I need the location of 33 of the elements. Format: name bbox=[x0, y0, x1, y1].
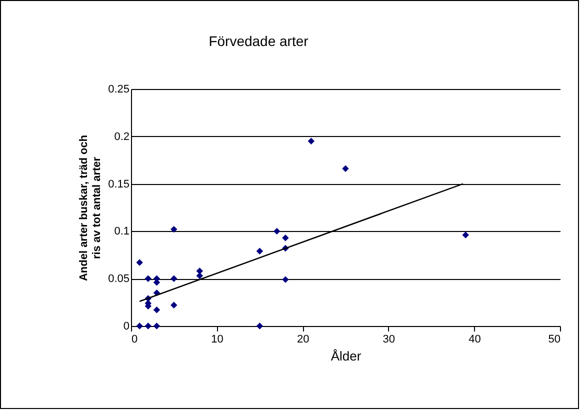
point bbox=[308, 138, 315, 144]
y-tick-label: 0.05 bbox=[108, 273, 130, 286]
y-tick-label: 0.15 bbox=[108, 178, 130, 190]
x-tick-label: 20 bbox=[296, 334, 310, 346]
point bbox=[196, 272, 203, 280]
point bbox=[462, 232, 469, 238]
point bbox=[282, 276, 289, 283]
point bbox=[342, 165, 349, 172]
chart-title: Förvedade arter bbox=[208, 33, 309, 49]
x-axis-title: Ålder bbox=[330, 348, 362, 364]
point bbox=[274, 228, 280, 235]
point bbox=[153, 306, 160, 314]
x-tick-label: 10 bbox=[211, 334, 224, 346]
point bbox=[256, 322, 264, 330]
y-tick-label: 0 bbox=[123, 320, 130, 332]
point bbox=[144, 275, 152, 282]
point bbox=[170, 275, 178, 282]
x-tick-label: 0 bbox=[132, 334, 138, 346]
y-tick-label: 0.1 bbox=[114, 226, 130, 238]
y-tick-label: 0.2 bbox=[114, 130, 130, 143]
point bbox=[170, 302, 178, 308]
point bbox=[170, 226, 178, 233]
point bbox=[256, 248, 264, 254]
y-axis-title: Andel arter buskar, träd och ris av tot antal arter bbox=[78, 134, 104, 282]
point bbox=[136, 259, 143, 266]
point bbox=[144, 322, 152, 330]
point bbox=[153, 322, 160, 330]
point bbox=[136, 322, 143, 330]
y-tick-label: 0.25 bbox=[108, 84, 130, 96]
x-tick-label: 40 bbox=[468, 334, 481, 346]
point bbox=[282, 234, 289, 242]
x-tick-label: 30 bbox=[382, 334, 396, 346]
x-tick-label: 50 bbox=[548, 334, 560, 346]
